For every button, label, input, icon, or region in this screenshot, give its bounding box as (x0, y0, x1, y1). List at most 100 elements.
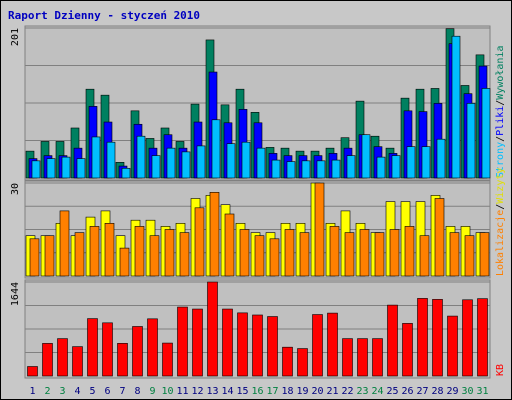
bar (286, 161, 296, 179)
x-tick-label: 26 (401, 386, 413, 397)
bar (147, 318, 158, 377)
bar (449, 232, 460, 277)
legend-entry: KB (495, 364, 506, 376)
bar (404, 226, 415, 277)
bar (226, 143, 236, 179)
bar (211, 119, 221, 179)
x-tick-label: 8 (134, 386, 140, 397)
bar (402, 323, 413, 377)
bar (267, 316, 278, 377)
bar (241, 141, 251, 179)
x-tick-label: 14 (221, 386, 233, 397)
bar (361, 134, 371, 179)
x-tick-label: 23 (356, 386, 368, 397)
bar (151, 155, 161, 179)
bar (74, 232, 85, 277)
bar (297, 348, 308, 377)
x-tick-label: 3 (59, 386, 65, 397)
bar (376, 156, 386, 179)
bar (254, 235, 265, 277)
legend-entry: Pliki (495, 106, 506, 136)
bar (224, 213, 235, 277)
bar (149, 235, 160, 277)
x-tick-label: 9 (149, 386, 155, 397)
bar (331, 159, 341, 179)
x-tick-label: 16 (251, 386, 263, 397)
bar (72, 346, 83, 377)
bar (301, 160, 311, 179)
y-tick-label: 30 (10, 183, 21, 195)
x-tick-label: 28 (431, 386, 443, 397)
x-tick-label: 7 (119, 386, 125, 397)
bar (314, 182, 325, 277)
bar (421, 146, 431, 179)
legend-entry: Lokalizacje (495, 210, 506, 276)
bar (61, 156, 71, 179)
bar (419, 235, 430, 277)
bar (57, 338, 68, 377)
bar (237, 312, 248, 377)
bar (162, 342, 173, 377)
x-tick-label: 17 (266, 386, 278, 397)
bar (209, 192, 220, 277)
bar (342, 338, 353, 377)
x-tick-label: 31 (476, 386, 488, 397)
x-tick-label: 11 (176, 386, 188, 397)
bar (464, 235, 475, 277)
x-tick-label: 13 (206, 386, 218, 397)
bar (271, 159, 281, 179)
legend-separator: / (495, 136, 506, 142)
bar (346, 155, 356, 179)
bar (119, 247, 130, 277)
x-tick-label: 20 (311, 386, 323, 397)
legend: Strony/Pliki/Wywołania (495, 46, 506, 178)
bar (436, 138, 446, 179)
legend: KB (495, 364, 506, 376)
bar (391, 155, 401, 179)
bar (434, 198, 445, 277)
bar (207, 281, 218, 377)
bar (432, 299, 443, 377)
bar (327, 312, 338, 377)
bar (387, 304, 398, 377)
x-tick-label: 30 (461, 386, 473, 397)
x-tick-label: 21 (326, 386, 338, 397)
bar (406, 146, 416, 179)
x-tick-label: 19 (296, 386, 308, 397)
bar (344, 232, 355, 277)
bar (372, 338, 383, 377)
bar (106, 141, 116, 179)
bar (44, 235, 55, 277)
bar (329, 226, 340, 277)
bar (479, 232, 490, 277)
bar (417, 298, 428, 377)
y-tick-label: 1644 (10, 282, 21, 306)
chart-title: Raport Dzienny - styczeń 2010 (8, 9, 200, 22)
bar (282, 346, 293, 377)
legend-entry: Wizyty (495, 168, 506, 204)
y-tick-label: 201 (10, 28, 21, 46)
legend-entry: Wywołania (495, 46, 506, 100)
bar (76, 158, 86, 179)
x-tick-label: 25 (386, 386, 398, 397)
bar (166, 147, 176, 179)
bar (477, 298, 488, 377)
bar (359, 229, 370, 277)
bar (89, 226, 100, 277)
bar (194, 207, 205, 277)
x-tick-label: 6 (104, 386, 110, 397)
bar (239, 229, 250, 277)
bar (389, 229, 400, 277)
bar (179, 232, 190, 277)
bar (59, 210, 70, 277)
legend-separator: / (495, 100, 506, 106)
x-tick-label: 18 (281, 386, 293, 397)
bar (196, 145, 206, 179)
bar (42, 343, 53, 377)
x-tick-label: 15 (236, 386, 248, 397)
bar (357, 338, 368, 377)
x-tick-label: 22 (341, 386, 353, 397)
bar (87, 318, 98, 377)
x-tick-label: 4 (74, 386, 80, 397)
